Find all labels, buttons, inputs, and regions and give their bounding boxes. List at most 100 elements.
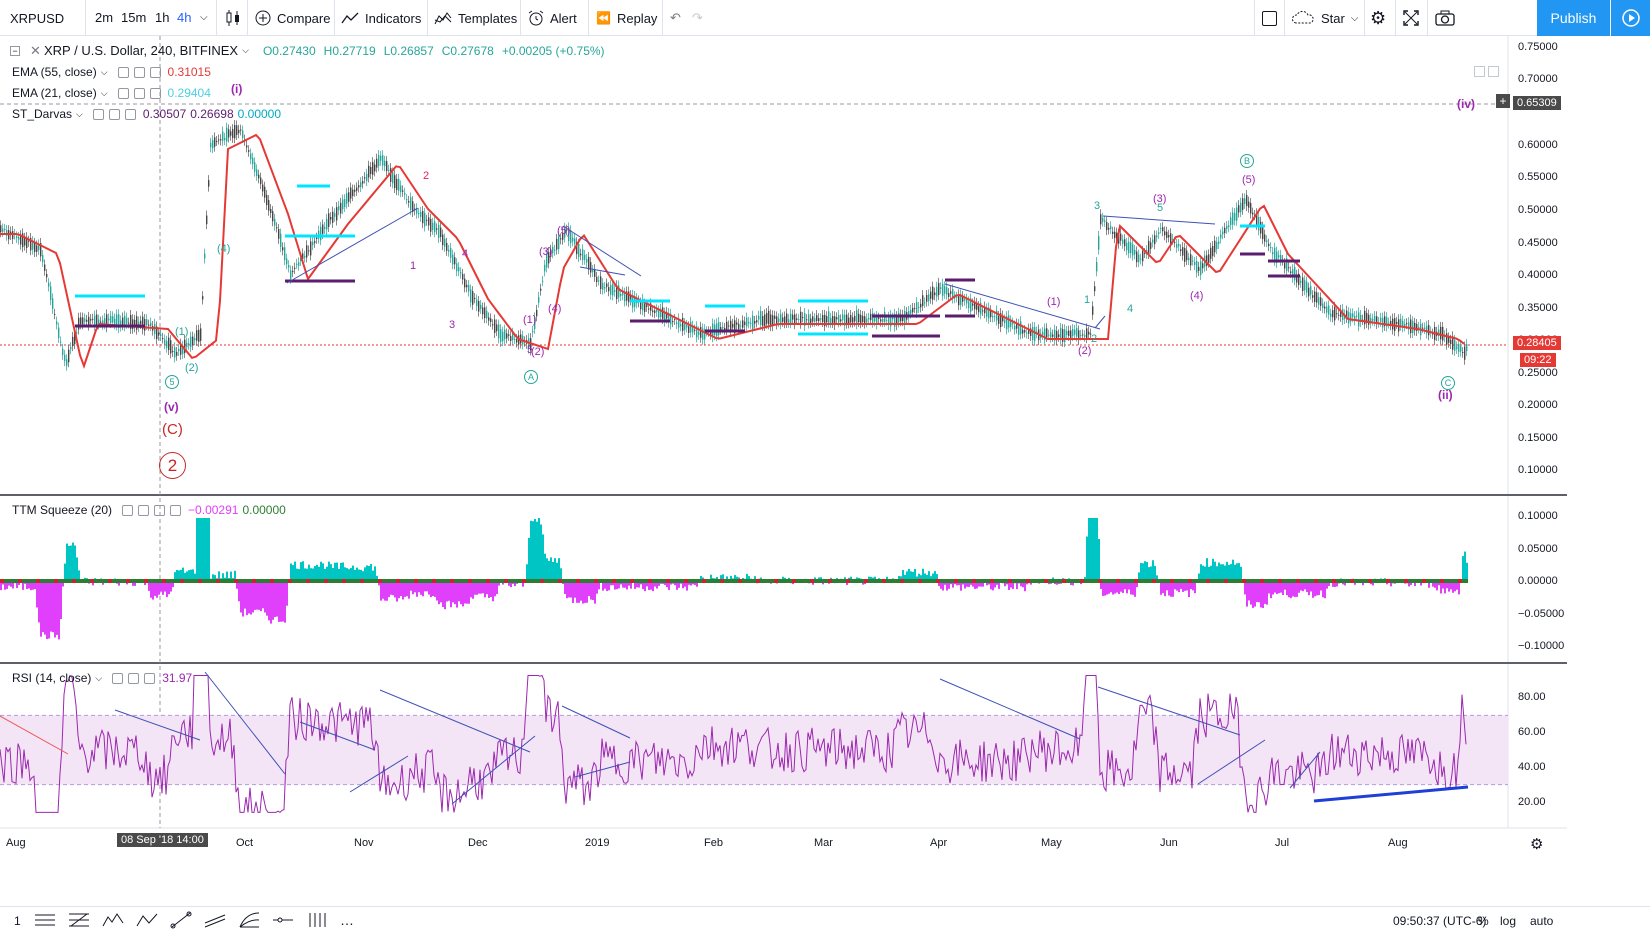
candle-body	[1156, 235, 1157, 237]
indicators-button[interactable]: Indicators	[341, 0, 421, 36]
redo-button[interactable]: ↷	[692, 0, 703, 36]
symbol-title[interactable]: XRP / U.S. Dollar, 240, BITFINEX	[44, 43, 238, 58]
settings-icon[interactable]	[128, 673, 139, 684]
timeframe-15m[interactable]: 15m	[121, 0, 146, 36]
fib-retracement-icon[interactable]	[68, 911, 90, 929]
candle-body	[1096, 262, 1097, 271]
fullscreen-square-button[interactable]	[1262, 0, 1277, 36]
candle-body	[70, 347, 71, 349]
chevron-down-icon: ⌵	[95, 673, 102, 684]
clock[interactable]: 09:50:37 (UTC-6)	[1393, 907, 1486, 935]
publish-options-button[interactable]	[1611, 0, 1650, 36]
ema55-legend[interactable]: EMA (55, close) ⌵ 0.31015	[12, 65, 211, 79]
ttm-bar	[158, 581, 160, 595]
pane-controls[interactable]	[1474, 66, 1499, 77]
close-icon[interactable]	[125, 109, 136, 120]
abcd-pattern-icon[interactable]	[136, 911, 158, 929]
candle-body	[1324, 307, 1325, 309]
candle-body	[478, 301, 479, 312]
long-position-icon[interactable]	[306, 911, 328, 929]
settings-icon[interactable]	[138, 505, 149, 516]
replay-button[interactable]: ⏪ Replay	[596, 0, 657, 36]
snapshot-button[interactable]	[1435, 0, 1455, 36]
chart-area[interactable]: − XRP / U.S. Dollar, 240, BITFINEX ⌵ O0.…	[0, 36, 1650, 906]
parallel-channel-icon[interactable]	[204, 911, 226, 929]
ttm-bar	[322, 563, 324, 581]
chevron-down-icon[interactable]: ⌵	[242, 45, 249, 56]
candle-body	[352, 190, 353, 197]
eye-icon[interactable]	[93, 109, 104, 120]
candle-body	[558, 236, 559, 249]
more-tools-icon[interactable]: …	[340, 912, 354, 928]
ttm-bar	[1264, 581, 1266, 604]
ttm-squeeze-dot	[630, 579, 634, 583]
wave-label-5: (5)	[1242, 174, 1255, 186]
ttm-bar	[404, 581, 406, 597]
pause-icon[interactable]	[154, 505, 165, 516]
date-range-button[interactable]: 1	[14, 907, 21, 935]
timeframe-1h[interactable]: 1h	[155, 0, 169, 36]
maximize-icon[interactable]	[1488, 66, 1499, 77]
publish-button[interactable]: Publish	[1537, 0, 1610, 36]
candle-body	[946, 287, 947, 294]
horizontal-lines-icon[interactable]	[34, 911, 56, 929]
candle-body	[16, 236, 17, 238]
candle-body	[1448, 337, 1449, 342]
candle-body	[1154, 235, 1155, 244]
candle-body	[502, 332, 503, 341]
candle-body	[108, 319, 109, 321]
alert-button[interactable]: Alert	[528, 0, 577, 36]
symbol-search[interactable]: XRPUSD	[10, 0, 64, 36]
timeframe-2m[interactable]: 2m	[95, 0, 113, 36]
candle-body	[1270, 247, 1271, 248]
ttm-bar	[428, 581, 430, 595]
horizontal-ray-icon[interactable]	[272, 911, 294, 929]
darvas-legend[interactable]: ST_Darvas ⌵ 0.30507 0.26698 0.00000	[12, 107, 281, 121]
elliott-wave-icon[interactable]	[102, 911, 124, 929]
fullscreen-button[interactable]	[1403, 0, 1419, 36]
ttm-bar	[458, 581, 460, 601]
eye-icon[interactable]	[122, 505, 133, 516]
timeframe-dropdown-chevron-icon[interactable]: ⌵	[200, 0, 208, 36]
percent-toggle[interactable]: %	[1478, 907, 1489, 935]
star-button[interactable]: Star ⌵	[1291, 0, 1358, 36]
close-icon[interactable]	[150, 88, 161, 99]
chart-settings-button[interactable]: ⚙	[1530, 835, 1543, 853]
collapse-icon[interactable]: −	[10, 46, 20, 56]
settings-button[interactable]: ⚙	[1370, 0, 1386, 36]
close-icon[interactable]	[144, 673, 155, 684]
log-toggle[interactable]: log	[1500, 907, 1516, 935]
close-icon[interactable]	[170, 505, 181, 516]
ttm-bar	[1234, 565, 1236, 581]
square-icon	[1262, 11, 1277, 26]
divider	[588, 0, 589, 36]
candle-body	[1104, 220, 1105, 221]
settings-icon[interactable]	[134, 67, 145, 78]
settings-icon[interactable]	[134, 88, 145, 99]
candle-body	[486, 311, 487, 319]
trend-line-icon[interactable]	[170, 911, 192, 929]
ema21-legend[interactable]: EMA (21, close) ⌵ 0.29404	[12, 86, 211, 100]
chart-type-button[interactable]	[222, 0, 244, 36]
close-icon[interactable]	[150, 67, 161, 78]
auto-toggle[interactable]: auto	[1530, 907, 1553, 935]
minimize-icon[interactable]	[1474, 66, 1485, 77]
price-tick-label: 0.55000	[1518, 171, 1558, 183]
eye-icon[interactable]	[118, 88, 129, 99]
compare-button[interactable]: Compare	[255, 0, 330, 36]
undo-button[interactable]: ↶	[670, 0, 681, 36]
eye-icon[interactable]	[112, 673, 123, 684]
rsi-legend[interactable]: RSI (14, close) ⌵ 31.97	[12, 671, 192, 685]
fib-fan-icon[interactable]	[238, 911, 260, 929]
ttm-legend[interactable]: TTM Squeeze (20) −0.00291 0.00000	[12, 503, 286, 517]
ttm-squeeze-dot	[1008, 579, 1012, 583]
ttm-bar	[484, 581, 486, 597]
settings-icon[interactable]	[109, 109, 120, 120]
candle-body	[1372, 319, 1373, 321]
timeframe-4h[interactable]: 4h	[177, 0, 191, 36]
ttm-bar	[536, 522, 538, 581]
eye-icon[interactable]	[118, 67, 129, 78]
chart-canvas[interactable]	[0, 36, 1650, 906]
templates-button[interactable]: Templates	[434, 0, 517, 36]
ttm-bar	[1238, 563, 1240, 581]
